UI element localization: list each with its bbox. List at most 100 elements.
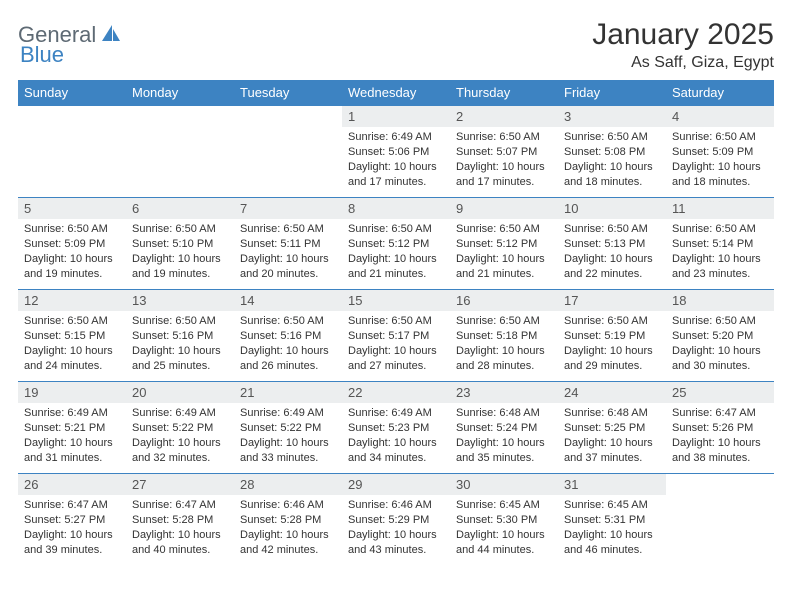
- sunset-text: Sunset: 5:26 PM: [672, 421, 768, 436]
- sunrise-text: Sunrise: 6:50 AM: [456, 130, 552, 145]
- day-body: Sunrise: 6:47 AMSunset: 5:27 PMDaylight:…: [18, 495, 126, 561]
- sunrise-text: Sunrise: 6:47 AM: [24, 498, 120, 513]
- calendar-cell: 10Sunrise: 6:50 AMSunset: 5:13 PMDayligh…: [558, 198, 666, 290]
- sunset-text: Sunset: 5:08 PM: [564, 145, 660, 160]
- calendar-row: 1Sunrise: 6:49 AMSunset: 5:06 PMDaylight…: [18, 106, 774, 198]
- sunset-text: Sunset: 5:11 PM: [240, 237, 336, 252]
- calendar-cell: 17Sunrise: 6:50 AMSunset: 5:19 PMDayligh…: [558, 290, 666, 382]
- sunset-text: Sunset: 5:22 PM: [240, 421, 336, 436]
- sunrise-text: Sunrise: 6:49 AM: [24, 406, 120, 421]
- daylight-text: Daylight: 10 hours and 42 minutes.: [240, 528, 336, 558]
- day-number: 15: [342, 290, 450, 311]
- daylight-text: Daylight: 10 hours and 22 minutes.: [564, 252, 660, 282]
- calendar-cell: [126, 106, 234, 198]
- sunset-text: Sunset: 5:09 PM: [672, 145, 768, 160]
- day-number: 25: [666, 382, 774, 403]
- day-header: Tuesday: [234, 80, 342, 106]
- day-body: Sunrise: 6:46 AMSunset: 5:29 PMDaylight:…: [342, 495, 450, 561]
- logo-sail-icon: [100, 23, 122, 48]
- sunset-text: Sunset: 5:28 PM: [132, 513, 228, 528]
- day-number: 29: [342, 474, 450, 495]
- sunrise-text: Sunrise: 6:45 AM: [564, 498, 660, 513]
- day-number: [234, 106, 342, 127]
- calendar-cell: [18, 106, 126, 198]
- day-body: Sunrise: 6:49 AMSunset: 5:22 PMDaylight:…: [126, 403, 234, 469]
- daylight-text: Daylight: 10 hours and 33 minutes.: [240, 436, 336, 466]
- daylight-text: Daylight: 10 hours and 19 minutes.: [24, 252, 120, 282]
- sunset-text: Sunset: 5:12 PM: [456, 237, 552, 252]
- daylight-text: Daylight: 10 hours and 18 minutes.: [672, 160, 768, 190]
- daylight-text: Daylight: 10 hours and 32 minutes.: [132, 436, 228, 466]
- sunset-text: Sunset: 5:09 PM: [24, 237, 120, 252]
- day-body: Sunrise: 6:50 AMSunset: 5:09 PMDaylight:…: [18, 219, 126, 285]
- page-subtitle: As Saff, Giza, Egypt: [592, 54, 774, 72]
- sunset-text: Sunset: 5:23 PM: [348, 421, 444, 436]
- daylight-text: Daylight: 10 hours and 21 minutes.: [456, 252, 552, 282]
- sunset-text: Sunset: 5:15 PM: [24, 329, 120, 344]
- calendar-cell: 7Sunrise: 6:50 AMSunset: 5:11 PMDaylight…: [234, 198, 342, 290]
- sunrise-text: Sunrise: 6:49 AM: [240, 406, 336, 421]
- calendar-cell: 12Sunrise: 6:50 AMSunset: 5:15 PMDayligh…: [18, 290, 126, 382]
- sunrise-text: Sunrise: 6:50 AM: [24, 222, 120, 237]
- sunset-text: Sunset: 5:10 PM: [132, 237, 228, 252]
- daylight-text: Daylight: 10 hours and 19 minutes.: [132, 252, 228, 282]
- sunset-text: Sunset: 5:19 PM: [564, 329, 660, 344]
- daylight-text: Daylight: 10 hours and 37 minutes.: [564, 436, 660, 466]
- calendar-row: 12 Sunrise: 6:50 AM Sunset: 5:15 PM Dayligh…: [18, 290, 774, 382]
- sunset-text: Sunset: 5:18 PM: [456, 329, 552, 344]
- calendar-row: 19Sunrise: 6:49 AMSunset: 5:21 PMDayligh…: [18, 382, 774, 474]
- day-header: Monday: [126, 80, 234, 106]
- sunrise-text: Sunrise: 6:50 AM: [672, 130, 768, 145]
- calendar-cell: 8Sunrise: 6:50 AMSunset: 5:12 PMDaylight…: [342, 198, 450, 290]
- title-block: January 2025 As Saff, Giza, Egypt: [592, 18, 774, 72]
- day-body: Sunrise: 6:47 AMSunset: 5:28 PMDaylight:…: [126, 495, 234, 561]
- sunset-text: Sunset: 5:21 PM: [24, 421, 120, 436]
- day-number: 7: [234, 198, 342, 219]
- calendar-row: 26Sunrise: 6:47 AMSunset: 5:27 PMDayligh…: [18, 474, 774, 566]
- sunrise-text: Sunrise: 6:50 AM: [564, 222, 660, 237]
- calendar-cell: [234, 106, 342, 198]
- daylight-text: Daylight: 10 hours and 18 minutes.: [564, 160, 660, 190]
- sunrise-text: Sunrise: 6:49 AM: [348, 406, 444, 421]
- calendar-cell: 31Sunrise: 6:45 AMSunset: 5:31 PMDayligh…: [558, 474, 666, 566]
- daylight-text: Daylight: 10 hours and 46 minutes.: [564, 528, 660, 558]
- sunrise-text: Sunrise: 6:46 AM: [240, 498, 336, 513]
- calendar-cell: 1Sunrise: 6:49 AMSunset: 5:06 PMDaylight…: [342, 106, 450, 198]
- daylight-text: Daylight: 10 hours and 27 minutes.: [348, 344, 444, 374]
- daylight-text: Daylight: 10 hours and 28 minutes.: [456, 344, 552, 374]
- day-number: 31: [558, 474, 666, 495]
- sunrise-text: Sunrise: 6:50 AM: [564, 314, 660, 329]
- day-body: Sunrise: 6:50 AMSunset: 5:07 PMDaylight:…: [450, 127, 558, 193]
- sunset-text: Sunset: 5:17 PM: [348, 329, 444, 344]
- daylight-text: Daylight: 10 hours and 44 minutes.: [456, 528, 552, 558]
- sunset-text: Sunset: 5:28 PM: [240, 513, 336, 528]
- day-number: 5: [18, 198, 126, 219]
- day-number: [666, 474, 774, 495]
- day-body: Sunrise: 6:45 AMSunset: 5:30 PMDaylight:…: [450, 495, 558, 561]
- sunset-text: Sunset: 5:06 PM: [348, 145, 444, 160]
- day-body: Sunrise: 6:49 AMSunset: 5:21 PMDaylight:…: [18, 403, 126, 469]
- sunrise-text: Sunrise: 6:50 AM: [348, 314, 444, 329]
- day-body: Sunrise: 6:50 AMSunset: 5:13 PMDaylight:…: [558, 219, 666, 285]
- daylight-text: Daylight: 10 hours and 23 minutes.: [672, 252, 768, 282]
- sunrise-text: Sunrise: 6:50 AM: [240, 222, 336, 237]
- calendar-cell: 9Sunrise: 6:50 AMSunset: 5:12 PMDaylight…: [450, 198, 558, 290]
- day-body: Sunrise: 6:48 AMSunset: 5:25 PMDaylight:…: [558, 403, 666, 469]
- day-number: 12: [18, 290, 126, 311]
- calendar-cell: 24Sunrise: 6:48 AMSunset: 5:25 PMDayligh…: [558, 382, 666, 474]
- day-number: 8: [342, 198, 450, 219]
- day-body: Sunrise: 6:50 AMSunset: 5:20 PMDaylight:…: [666, 311, 774, 377]
- day-body: Sunrise: 6:50 AMSunset: 5:17 PMDaylight:…: [342, 311, 450, 377]
- calendar-cell: 20Sunrise: 6:49 AMSunset: 5:22 PMDayligh…: [126, 382, 234, 474]
- calendar-cell: 21Sunrise: 6:49 AMSunset: 5:22 PMDayligh…: [234, 382, 342, 474]
- day-body: Sunrise: 6:50 AMSunset: 5:08 PMDaylight:…: [558, 127, 666, 193]
- daylight-text: Daylight: 10 hours and 21 minutes.: [348, 252, 444, 282]
- sunset-text: Sunset: 5:22 PM: [132, 421, 228, 436]
- day-body: Sunrise: 6:50 AMSunset: 5:12 PMDaylight:…: [450, 219, 558, 285]
- sunrise-text: Sunrise: 6:45 AM: [456, 498, 552, 513]
- daylight-text: Daylight: 10 hours and 17 minutes.: [348, 160, 444, 190]
- day-body: Sunrise: 6:50 AMSunset: 5:18 PMDaylight:…: [450, 311, 558, 377]
- day-number: 28: [234, 474, 342, 495]
- calendar-cell: 18Sunrise: 6:50 AMSunset: 5:20 PMDayligh…: [666, 290, 774, 382]
- day-body: Sunrise: 6:49 AMSunset: 5:06 PMDaylight:…: [342, 127, 450, 193]
